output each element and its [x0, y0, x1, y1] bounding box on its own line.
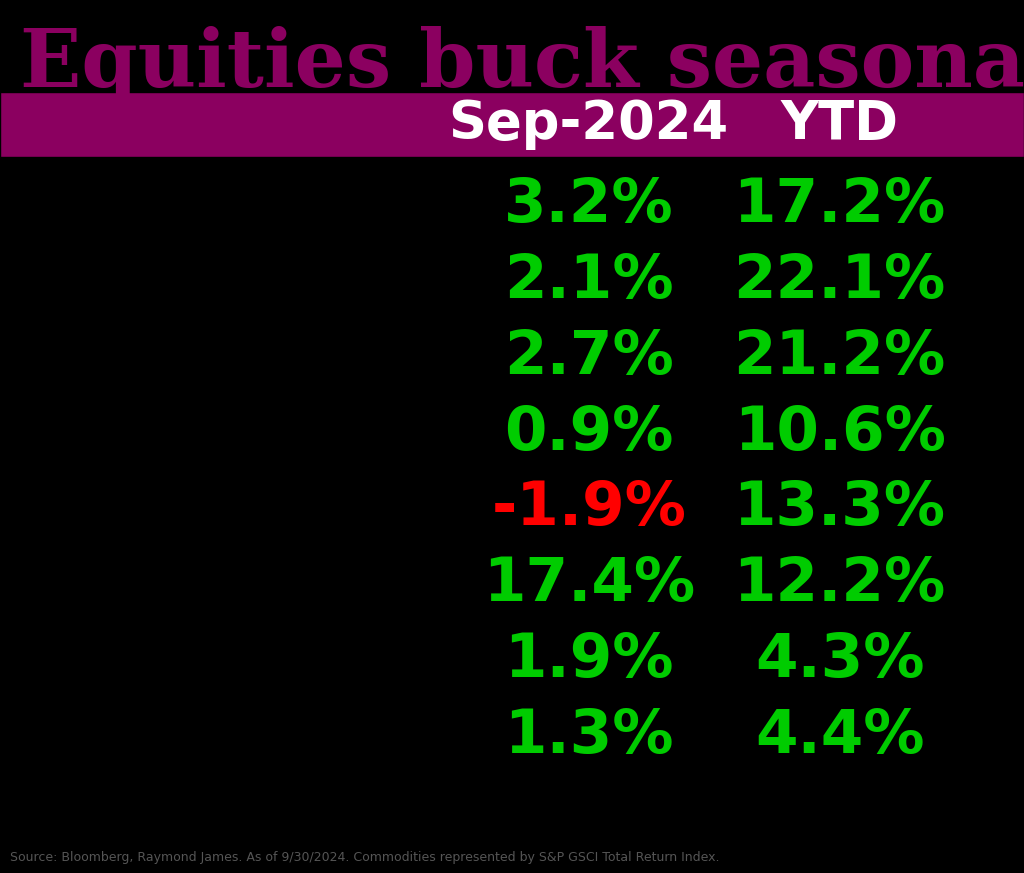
Text: 4.4%: 4.4% [755, 707, 925, 766]
Text: YTD: YTD [780, 99, 899, 150]
Text: 12.2%: 12.2% [733, 555, 946, 615]
Text: 21.2%: 21.2% [733, 327, 946, 387]
Text: -1.9%: -1.9% [492, 479, 686, 539]
Text: 17.2%: 17.2% [733, 175, 946, 235]
Text: 17.4%: 17.4% [482, 555, 695, 615]
Text: 3.2%: 3.2% [504, 175, 674, 235]
Text: 0.9%: 0.9% [504, 403, 674, 463]
Text: 10.6%: 10.6% [733, 403, 946, 463]
Text: 22.1%: 22.1% [733, 251, 946, 311]
Text: 2.1%: 2.1% [504, 251, 674, 311]
FancyBboxPatch shape [0, 92, 1024, 157]
Text: 2.7%: 2.7% [504, 327, 674, 387]
Text: 1.3%: 1.3% [504, 707, 674, 766]
Text: Source: Bloomberg, Raymond James. As of 9/30/2024. Commodities represented by S&: Source: Bloomberg, Raymond James. As of … [10, 851, 720, 864]
Text: 1.9%: 1.9% [504, 631, 674, 691]
Text: Equities buck seasonality: Equities buck seasonality [20, 26, 1024, 105]
Text: 4.3%: 4.3% [755, 631, 925, 691]
Text: 13.3%: 13.3% [733, 479, 946, 539]
Text: Sep-2024: Sep-2024 [449, 99, 729, 150]
